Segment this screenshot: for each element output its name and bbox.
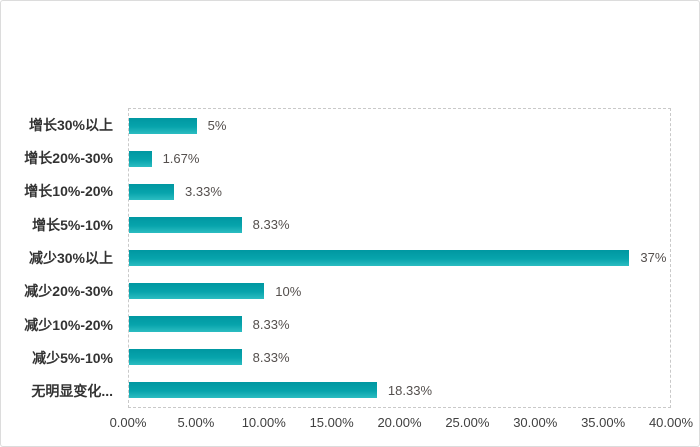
x-axis-tick-label: 5.00%: [177, 415, 215, 430]
category-label: 增长30%以上: [28, 116, 113, 133]
bar-value-label: 10%: [275, 283, 302, 299]
bar: [129, 349, 242, 366]
bar-row: 3.33%: [129, 175, 670, 208]
category-label: 减少5%-10%: [32, 349, 113, 366]
category-label: 减少10%-20%: [24, 316, 113, 333]
bar: [129, 283, 265, 300]
category-label: 增长5%-10%: [32, 216, 113, 233]
x-axis-tick-label: 15.00%: [309, 415, 354, 430]
bar-row: 8.33%: [129, 308, 670, 341]
bar: [129, 183, 175, 200]
x-axis-tick-label: 10.00%: [241, 415, 286, 430]
bar: [129, 216, 242, 233]
x-axis-tick-label: 20.00%: [377, 415, 422, 430]
x-axis-tick-label: 40.00%: [648, 415, 694, 430]
bar-row: 8.33%: [129, 341, 670, 374]
bar-value-label: 8.33%: [252, 316, 290, 332]
x-axis-tick-label: 35.00%: [581, 415, 626, 430]
bar-value-label: 5%: [207, 118, 227, 134]
bar-row: 10%: [129, 275, 670, 308]
plot-area: 5% 1.67% 3.33% 8.33% 37% 10% 8.33% 8.33% 18.33%: [128, 108, 671, 408]
bar-value-label: 8.33%: [252, 217, 290, 233]
bar-rows: 5% 1.67% 3.33% 8.33% 37% 10% 8.33% 8.33% 18.33%: [129, 109, 670, 407]
y-axis-category-labels: 增长30%以上 增长20%-30% 增长10%-20% 增长5%-10% 减少30%以上…: [1, 108, 121, 408]
category-label: 无明显变化...: [31, 383, 113, 400]
x-axis-tick-label: 30.00%: [513, 415, 558, 430]
category-label: 减少20%-30%: [24, 283, 113, 300]
bar: [129, 249, 630, 266]
bar-value-label: 18.33%: [387, 382, 432, 398]
bar: [129, 382, 377, 399]
category-label: 增长10%-20%: [24, 183, 113, 200]
bar: [129, 316, 242, 333]
bar: [129, 150, 152, 167]
bar-value-label: 1.67%: [162, 151, 200, 167]
x-axis-tick-label: 0.00%: [109, 415, 147, 430]
bar-row: 5%: [129, 109, 670, 142]
bar-row: 8.33%: [129, 208, 670, 241]
category-label: 减少30%以上: [28, 249, 113, 266]
bar-value-label: 37%: [640, 250, 667, 266]
category-label: 增长20%-30%: [24, 149, 113, 166]
bar-row: 37%: [129, 241, 670, 274]
bar: [129, 117, 197, 134]
x-axis: 0.00% 5.00% 10.00% 15.00% 20.00% 25.00% 30.00%…: [110, 415, 693, 437]
bar-value-label: 3.33%: [185, 184, 222, 200]
bar-value-label: 8.33%: [252, 349, 290, 365]
x-axis-tick-label: 25.00%: [445, 415, 490, 430]
bar-row: 18.33%: [129, 374, 670, 407]
bar-row: 1.67%: [129, 142, 670, 175]
